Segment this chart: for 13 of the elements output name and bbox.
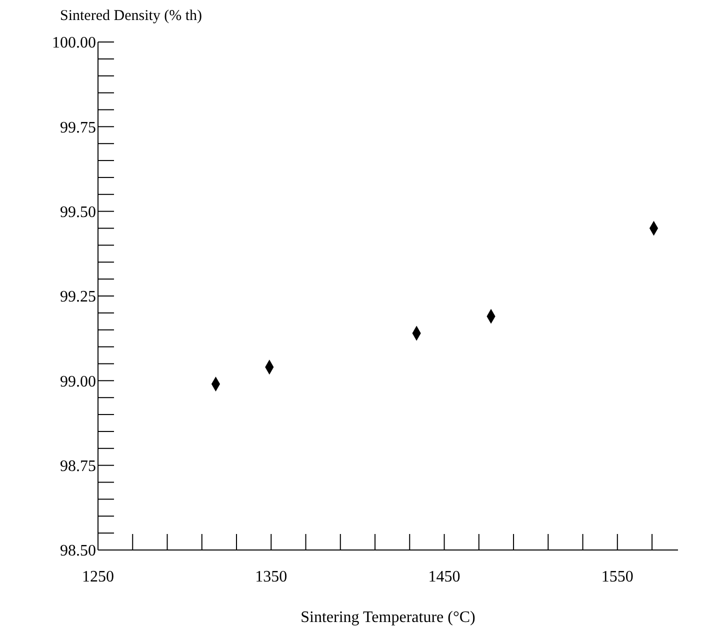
y-tick-label: 99.25 bbox=[60, 288, 96, 306]
y-axis-title: Sintered Density (% th) bbox=[59, 8, 204, 26]
y-tick-label: 99.00 bbox=[60, 373, 96, 390]
y-tick-label: 99.50 bbox=[60, 204, 96, 222]
y-tick-label: 100.00 bbox=[52, 34, 96, 52]
y-tick-label: 99.75 bbox=[60, 119, 96, 136]
x-tick-label: 1550 bbox=[601, 568, 634, 586]
x-axis-title: Sintering Temperature (°C) bbox=[300, 609, 476, 626]
x-tick-label: 1450 bbox=[428, 568, 460, 586]
x-tick-label: 1350 bbox=[255, 568, 288, 586]
y-tick-label: 98.75 bbox=[60, 458, 96, 476]
x-tick-label: 1250 bbox=[82, 568, 114, 586]
y-tick-label: 98.50 bbox=[60, 542, 96, 560]
